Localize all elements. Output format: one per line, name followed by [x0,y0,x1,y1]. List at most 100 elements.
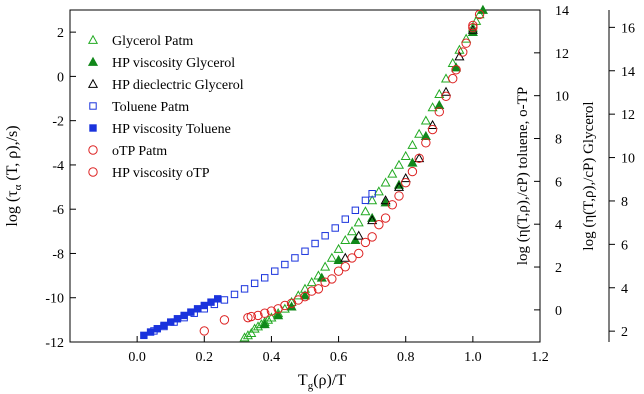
y-right2-tick-label: 4 [621,282,628,297]
data-point [263,314,274,324]
data-point [474,9,485,20]
data-point [360,237,371,248]
y-right1-tick-label: 6 [555,175,562,190]
legend-label: Toluene Patm [112,100,189,115]
legend-marker [89,124,97,132]
data-point [361,196,370,205]
data-point [458,47,468,57]
x-tick-label: 0.2 [196,350,214,365]
y-right1-tick-label: 4 [555,218,562,233]
data-point [434,99,445,110]
data-point [286,298,297,308]
y-right2-tick-label: 2 [621,325,628,340]
data-point [434,107,444,117]
data-point [153,325,161,333]
data-point [173,315,182,323]
data-point [167,318,175,326]
x-axis-label: Tg(ρ)/T [298,372,346,392]
legend-marker [89,102,97,110]
data-point [340,234,351,245]
data-point [261,274,269,282]
data-point [400,172,411,183]
data-point [367,215,378,225]
legend-marker [87,34,99,44]
data-point [441,91,451,102]
data-point [380,195,391,205]
data-point [242,330,253,340]
data-point [346,226,358,236]
data-point [307,286,317,296]
data-point [468,20,478,31]
data-point [414,153,425,163]
data-point [351,206,360,215]
data-point [252,321,264,331]
y-right1-tick-label: 12 [555,47,569,62]
y-left-tick-label: -12 [45,336,64,351]
data-point [340,262,350,272]
data-point [291,254,299,262]
data-point [260,308,270,318]
legend-label: Glycerol Patm [112,34,193,49]
legend-marker [87,78,99,88]
data-point [393,181,405,191]
data-point [246,311,256,322]
y-right1-tick-label: 10 [555,90,569,105]
data-point [259,319,270,329]
data-point [230,290,239,299]
data-point [448,73,458,84]
data-point [401,177,411,188]
y-left-tick-label: -6 [52,203,64,218]
data-point [461,33,472,43]
data-point [249,323,260,333]
data-point [180,311,188,320]
data-point [250,279,259,288]
data-point [350,234,361,245]
data-point [246,327,257,338]
y-left-tick-label: 2 [57,26,64,41]
data-point [313,284,324,294]
y-right1-tick-label: 8 [555,133,562,148]
data-point [353,217,364,227]
data-point [427,124,438,135]
y-right1-tick-label: 14 [555,4,569,19]
data-point [193,305,202,313]
y-right2-tick-label: 16 [621,21,635,36]
series-4 [140,295,222,340]
data-point [393,159,405,169]
data-marks [140,4,488,342]
data-point [380,177,391,187]
data-point [266,312,277,322]
data-point [414,128,425,138]
x-tick-label: 1.0 [464,350,482,365]
y-right2-tick-label: 12 [621,108,635,123]
data-point [451,65,461,75]
data-point [293,290,304,300]
series-1 [259,4,488,329]
data-point [239,332,250,342]
data-point [311,239,319,248]
data-point [326,252,337,262]
data-point [420,130,431,141]
y-right2-tick-label: 8 [621,195,628,210]
data-point [301,247,309,255]
data-point [387,200,397,210]
legend-label: HP viscosity Toluene [112,122,231,137]
y-right2-tick-label: 10 [621,152,635,167]
data-point [360,206,371,216]
data-point [451,62,462,72]
data-point [427,119,438,129]
data-point [271,267,279,275]
series-6 [246,20,478,322]
x-tick-label: 0.6 [330,350,348,365]
data-point [281,260,289,269]
y-left-tick-label: -4 [52,159,64,174]
data-point [273,304,283,314]
series-5 [199,9,485,336]
y-right1-tick-label: 2 [555,261,562,276]
legend-marker [88,145,98,155]
y-left-tick-label: -8 [52,247,64,262]
data-point [146,328,155,336]
data-point [273,310,284,320]
data-point [387,168,398,178]
